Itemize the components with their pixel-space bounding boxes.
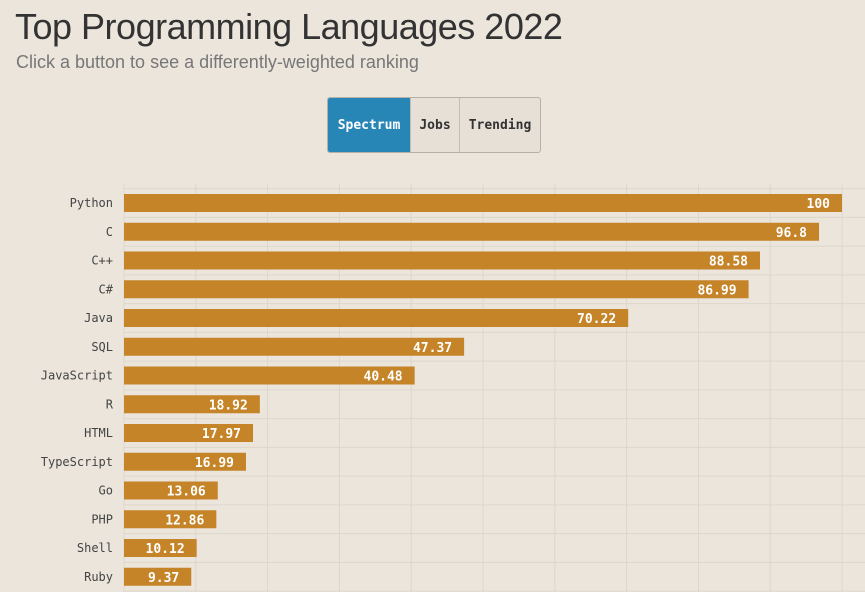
page-subtitle: Click a button to see a differently-weig… [16, 52, 419, 72]
value-label: 70.22 [577, 312, 616, 327]
jobs-button[interactable]: Jobs [410, 98, 459, 152]
bar-typescript[interactable] [124, 452, 246, 471]
bar-c[interactable] [124, 222, 820, 241]
category-label: C++ [91, 254, 113, 268]
value-label: 100 [807, 197, 831, 212]
bar-shell[interactable] [124, 539, 197, 557]
category-label: JavaScript [41, 369, 113, 383]
value-label: 17.97 [202, 427, 241, 442]
value-label: 12.86 [165, 513, 204, 528]
category-label: PHP [91, 512, 113, 526]
value-label: 13.06 [167, 485, 206, 500]
bar-go[interactable] [124, 481, 218, 500]
value-label: 96.8 [776, 226, 807, 241]
bar-html[interactable] [124, 424, 254, 442]
bar-c-[interactable] [124, 280, 749, 299]
ranking-button-group: Spectrum Jobs Trending [327, 97, 541, 153]
category-label: Java [84, 311, 113, 325]
category-label: Go [99, 484, 113, 498]
value-label: 88.58 [709, 255, 748, 270]
spectrum-button[interactable]: Spectrum [328, 98, 410, 152]
value-label: 9.37 [148, 571, 179, 586]
page-title: Top Programming Languages 2022 [15, 6, 563, 47]
value-label: 10.12 [146, 542, 185, 557]
category-label: Ruby [84, 570, 113, 584]
trending-button[interactable]: Trending [459, 98, 540, 152]
category-label: TypeScript [41, 455, 113, 469]
category-label: SQL [91, 340, 113, 354]
bar-python[interactable] [124, 194, 842, 212]
bar-javascript[interactable] [124, 366, 415, 385]
category-label: Shell [77, 541, 113, 555]
bar-c-[interactable] [124, 251, 761, 270]
bar-java[interactable] [124, 309, 629, 327]
value-label: 86.99 [697, 283, 736, 298]
bar-php[interactable] [124, 510, 217, 529]
category-label: HTML [84, 426, 113, 440]
bar-sql[interactable] [124, 337, 465, 356]
value-label: 16.99 [195, 456, 234, 471]
bar-r[interactable] [124, 395, 260, 414]
category-label: Python [70, 196, 113, 210]
category-label: R [106, 397, 114, 411]
category-label: C# [99, 282, 114, 296]
category-label: C [106, 225, 113, 239]
value-label: 47.37 [413, 341, 452, 356]
value-label: 18.92 [209, 398, 248, 413]
value-label: 40.48 [364, 370, 403, 385]
bar-ruby[interactable] [124, 567, 192, 586]
